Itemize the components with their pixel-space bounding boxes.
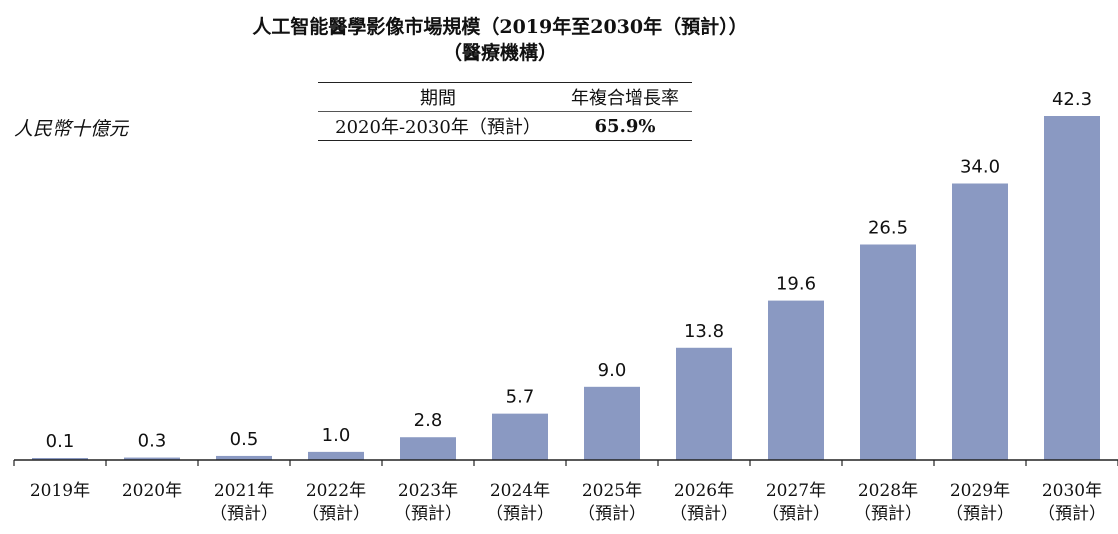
bar-11 [1044, 116, 1100, 460]
value-label-7: 13.8 [684, 321, 724, 342]
cagr-table-row: 2020年-2030年（預計） 65.9% [318, 112, 692, 140]
x-tick-label-10: 2029年 [950, 481, 1010, 501]
bar-3 [308, 451, 364, 460]
value-label-6: 9.0 [598, 360, 627, 381]
chart-subtitle: （醫療機構） [442, 42, 557, 64]
x-tick-label-7: 2026年 [674, 481, 734, 501]
x-tick-forecast-6: （預計） [578, 504, 646, 524]
cagr-col-period: 期間 [420, 88, 456, 109]
value-label-5: 5.7 [506, 387, 535, 408]
x-tick-forecast-7: （預計） [670, 504, 738, 524]
title-block: 人工智能醫學影像市場規模（2019年至2030年（預計）） （醫療機構） [0, 14, 1000, 66]
value-label-4: 2.8 [414, 410, 443, 431]
cagr-table-header: 期間 年複合增長率 [318, 83, 692, 112]
value-label-3: 1.0 [322, 425, 351, 446]
cagr-table: 期間 年複合增長率 2020年-2030年（預計） 65.9% [318, 82, 692, 141]
x-tick-forecast-11: （預計） [1038, 504, 1106, 524]
bar-2 [216, 455, 272, 460]
x-tick-label-9: 2028年 [858, 481, 918, 501]
x-tick-forecast-8: （預計） [762, 504, 830, 524]
value-label-1: 0.3 [138, 431, 167, 452]
x-tick-label-11: 2030年 [1042, 481, 1102, 501]
value-label-11: 42.3 [1052, 89, 1092, 110]
x-tick-label-2: 2021年 [214, 481, 274, 501]
x-tick-label-8: 2027年 [766, 481, 826, 501]
value-label-9: 26.5 [868, 217, 908, 238]
bar-0 [32, 458, 88, 460]
x-tick-label-6: 2025年 [582, 481, 642, 501]
value-label-8: 19.6 [776, 274, 816, 295]
x-tick-label-0: 2019年 [30, 481, 90, 501]
x-tick-label-1: 2020年 [122, 481, 182, 501]
x-tick-forecast-9: （預計） [854, 504, 922, 524]
x-tick-forecast-5: （預計） [486, 504, 554, 524]
x-tick-forecast-2: （預計） [210, 504, 278, 524]
chart-title: 人工智能醫學影像市場規模（2019年至2030年（預計）） [252, 16, 748, 38]
x-tick-forecast-3: （預計） [302, 504, 370, 524]
bar-9 [860, 244, 916, 460]
x-tick-label-3: 2022年 [306, 481, 366, 501]
cagr-value: 65.9% [594, 115, 656, 137]
bar-7 [676, 347, 732, 460]
cagr-col-rate: 年複合增長率 [571, 88, 679, 109]
value-label-10: 34.0 [960, 156, 1000, 177]
bar-8 [768, 300, 824, 460]
x-tick-forecast-10: （預計） [946, 504, 1014, 524]
x-tick-label-4: 2023年 [398, 481, 458, 501]
bar-10 [952, 183, 1008, 460]
bar-6 [584, 386, 640, 460]
bar-4 [400, 437, 456, 460]
bar-1 [124, 457, 180, 460]
cagr-period: 2020年-2030年（預計） [335, 117, 541, 138]
value-label-0: 0.1 [46, 431, 75, 452]
x-tick-label-5: 2024年 [490, 481, 550, 501]
unit-label: 人民幣十億元 [14, 118, 129, 140]
x-tick-forecast-4: （預計） [394, 504, 462, 524]
bar-5 [492, 413, 548, 460]
value-label-2: 0.5 [230, 429, 259, 450]
